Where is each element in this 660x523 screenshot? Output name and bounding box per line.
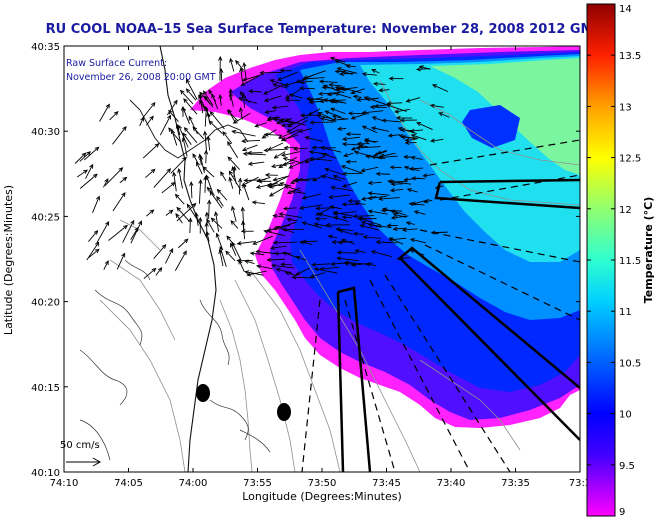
colorbar-tick-label: 12.5 xyxy=(619,154,641,165)
current-label-line1: Raw Surface Current: xyxy=(66,58,167,69)
y-tick-label: 40:20 xyxy=(31,298,60,309)
colorbar-tick-label: 13.5 xyxy=(619,51,641,62)
colorbar-tick-label: 9.5 xyxy=(619,461,635,472)
x-tick-label: 73:40 xyxy=(437,478,466,489)
colorbar-tick-label: 9 xyxy=(619,507,625,518)
x-tick-label: 73:50 xyxy=(308,478,337,489)
scale-label: 50 cm/s xyxy=(60,440,100,451)
current-label-line2: November 26, 2008 20:00 GMT xyxy=(66,72,216,83)
colorbar-gradient xyxy=(587,4,615,516)
colorbar: 14 13.5 13 12.5 12 11.5 11 10.5 10 9.5 9 Temperatu… xyxy=(587,4,655,518)
plot-area xyxy=(64,46,580,472)
y-tick-label: 40:10 xyxy=(31,468,60,479)
radar-site-marker xyxy=(277,403,291,421)
colorbar-tick-label: 12 xyxy=(619,205,632,216)
x-tick-label: 74:05 xyxy=(114,478,143,489)
x-tick-label: 73:45 xyxy=(372,478,401,489)
x-axis-label: Longitude (Degrees:Minutes) xyxy=(242,490,402,503)
colorbar-tick-label: 11.5 xyxy=(619,256,641,267)
colorbar-label: Temperature (°C) xyxy=(642,197,655,304)
y-tick-label: 40:15 xyxy=(31,383,60,394)
x-tick-label: 74:00 xyxy=(179,478,208,489)
colorbar-tick-label: 13 xyxy=(619,102,632,113)
colorbar-tick-label: 10.5 xyxy=(619,358,641,369)
x-tick-label: 73:55 xyxy=(243,478,272,489)
colorbar-tick-label: 14 xyxy=(619,4,632,15)
y-axis-label: Latitude (Degrees:Minutes) xyxy=(2,185,15,335)
x-tick-label: 73:35 xyxy=(501,478,530,489)
x-tick-label: 74:10 xyxy=(50,478,79,489)
colorbar-tick-label: 11 xyxy=(619,307,632,318)
radar-site-marker xyxy=(196,384,210,402)
y-tick-label: 40:30 xyxy=(31,127,60,138)
y-tick-label: 40:25 xyxy=(31,212,60,223)
colorbar-tick-label: 10 xyxy=(619,410,632,421)
map-title: RU COOL NOAA–15 Sea Surface Temperature:… xyxy=(46,22,603,37)
y-tick-label: 40:35 xyxy=(31,42,60,53)
